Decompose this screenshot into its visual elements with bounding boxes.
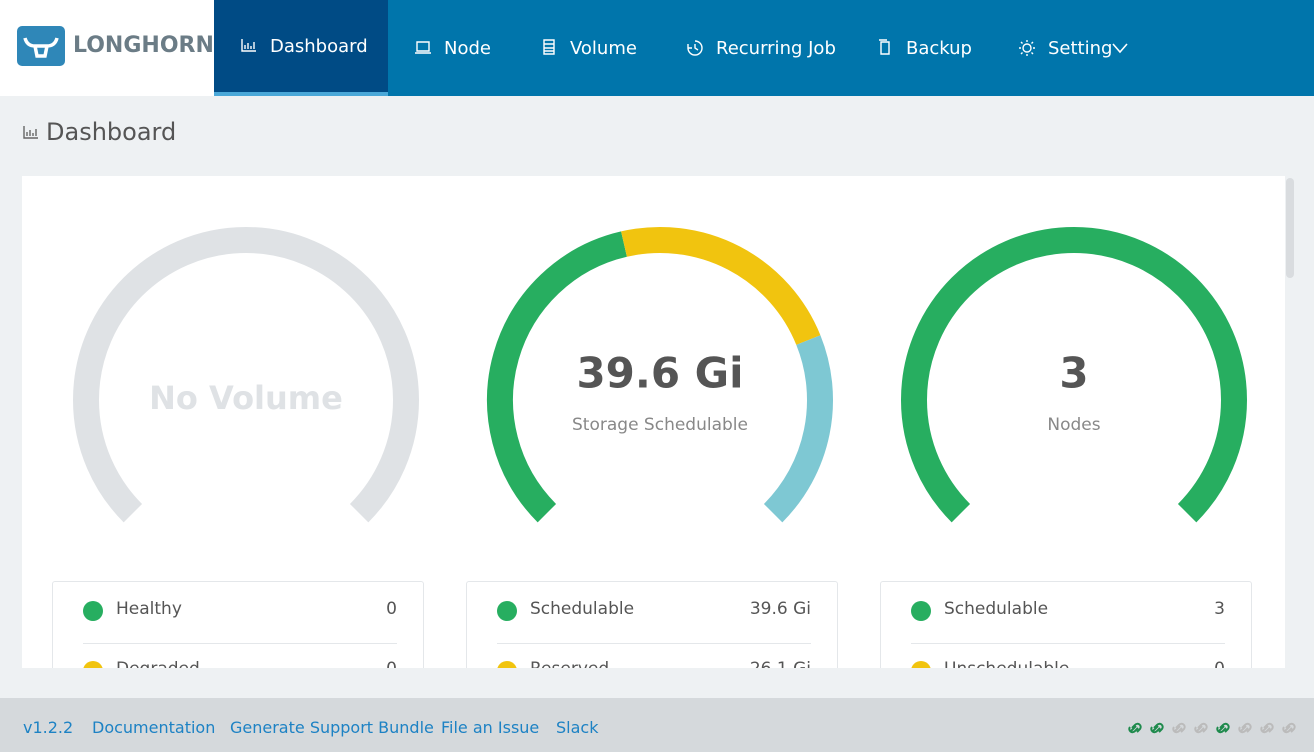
stat-value: 26.1 Gi bbox=[750, 659, 811, 668]
gauge-arc bbox=[621, 227, 821, 346]
dashboard-icon bbox=[23, 126, 38, 139]
stat-row: Degraded 0 bbox=[83, 643, 397, 668]
stat-row: Schedulable 39.6 Gi bbox=[497, 583, 811, 644]
nav-label: Setting bbox=[1048, 37, 1113, 59]
nav-item[interactable]: Volume bbox=[514, 0, 660, 96]
nav-label: Recurring Job bbox=[716, 37, 836, 59]
dropdown-caret bbox=[1112, 43, 1129, 54]
nav-icon bbox=[415, 41, 431, 54]
stat-label: Degraded bbox=[116, 659, 200, 668]
stat-row: Schedulable 3 bbox=[911, 583, 1225, 644]
link-icon bbox=[1150, 722, 1164, 734]
nav-icon-path bbox=[543, 39, 555, 55]
nav-label: Volume bbox=[570, 37, 637, 59]
nav-label: Node bbox=[444, 37, 491, 59]
stat-value: 0 bbox=[1214, 659, 1225, 668]
footer-link[interactable]: File an Issue bbox=[441, 718, 540, 737]
nav-item[interactable]: Backup bbox=[850, 0, 992, 96]
stat-card: Schedulable 3 Unschedulable 0 bbox=[880, 581, 1252, 668]
link-icon bbox=[1238, 722, 1252, 734]
top-nav: LONGHORN Dashboard Node Volume Recurring Jo… bbox=[0, 0, 1314, 96]
nav-icon bbox=[543, 39, 555, 55]
status-dot bbox=[497, 601, 517, 621]
page-title: Dashboard bbox=[22, 118, 176, 146]
stat-label: Schedulable bbox=[530, 599, 635, 619]
page-title-text: Dashboard bbox=[46, 118, 177, 146]
nav-label: Backup bbox=[906, 37, 972, 59]
stat-label: Reserved bbox=[530, 659, 609, 668]
nav-icon-path bbox=[879, 39, 890, 55]
gauge-caption: Storage Schedulable bbox=[572, 415, 748, 435]
gauge-value: 39.6 Gi bbox=[576, 349, 743, 398]
gauge-arc bbox=[763, 335, 833, 523]
link-icon bbox=[1282, 722, 1296, 734]
stat-label: Healthy bbox=[116, 599, 182, 619]
nav-icon bbox=[687, 40, 703, 56]
nav-item[interactable]: Setting bbox=[992, 0, 1152, 96]
footer-link[interactable]: Documentation bbox=[92, 718, 216, 737]
nav-item[interactable]: Node bbox=[388, 0, 514, 96]
logo-icon bbox=[17, 26, 65, 66]
nav-item[interactable]: Dashboard bbox=[214, 0, 388, 96]
stat-value: 39.6 Gi bbox=[749, 599, 811, 619]
link-icon bbox=[1172, 722, 1186, 734]
stat-row: Healthy 0 bbox=[83, 583, 397, 644]
gauge-arc bbox=[73, 227, 419, 523]
nav-icon bbox=[879, 39, 890, 55]
nav-icon bbox=[241, 39, 256, 52]
nav-item[interactable]: Recurring Job bbox=[660, 0, 850, 96]
gauge-caption: Nodes bbox=[1047, 415, 1100, 435]
link-icon bbox=[1260, 722, 1274, 734]
stat-label: Schedulable bbox=[944, 599, 1049, 619]
dashboard-panel: No Volume 39.6 Gi Storage Schedulable 3 Node… bbox=[22, 176, 1285, 668]
link-icon bbox=[1194, 722, 1208, 734]
footer: v1.2.2 Documentation Generate Support Bun… bbox=[0, 698, 1314, 752]
stat-value: 0 bbox=[386, 659, 397, 668]
status-dot bbox=[83, 661, 103, 668]
nav-label: Dashboard bbox=[270, 35, 368, 57]
gauge-arc bbox=[901, 227, 1247, 523]
gauge-value: 3 bbox=[1059, 349, 1088, 398]
brand: LONGHORN bbox=[73, 33, 214, 58]
gauge-empty-label: No Volume bbox=[149, 379, 343, 417]
gauges: No Volume 39.6 Gi Storage Schedulable 3 Node… bbox=[73, 227, 1247, 523]
status-dot bbox=[911, 601, 931, 621]
nav-icon bbox=[1019, 40, 1035, 56]
stat-card: Schedulable 39.6 Gi Reserved 26.1 Gi bbox=[466, 581, 838, 668]
nav-icon-path bbox=[241, 39, 256, 52]
stat-row: Unschedulable 0 bbox=[911, 643, 1225, 668]
status-dot bbox=[83, 601, 103, 621]
stat-value: 3 bbox=[1214, 599, 1225, 619]
logo[interactable]: LONGHORN bbox=[0, 0, 214, 96]
footer-link[interactable]: Generate Support Bundle bbox=[230, 718, 434, 737]
link-icon bbox=[1128, 722, 1142, 734]
version: v1.2.2 bbox=[23, 718, 74, 737]
status-dot bbox=[911, 661, 931, 668]
stat-row: Reserved 26.1 Gi bbox=[497, 643, 811, 668]
gauge-arc bbox=[487, 231, 628, 523]
link-icon bbox=[1216, 722, 1230, 734]
scrollbar[interactable] bbox=[1286, 178, 1294, 278]
connection-status bbox=[1128, 722, 1296, 734]
stat-card: Healthy 0 Degraded 0 bbox=[52, 581, 424, 668]
nav-icon-path bbox=[687, 40, 703, 56]
footer-link[interactable]: Slack bbox=[556, 718, 599, 737]
stat-value: 0 bbox=[386, 599, 397, 619]
status-dot bbox=[497, 661, 517, 668]
nav-icon-path bbox=[1019, 40, 1035, 56]
stat-label: Unschedulable bbox=[944, 659, 1069, 668]
nav-icon-path bbox=[415, 41, 431, 54]
